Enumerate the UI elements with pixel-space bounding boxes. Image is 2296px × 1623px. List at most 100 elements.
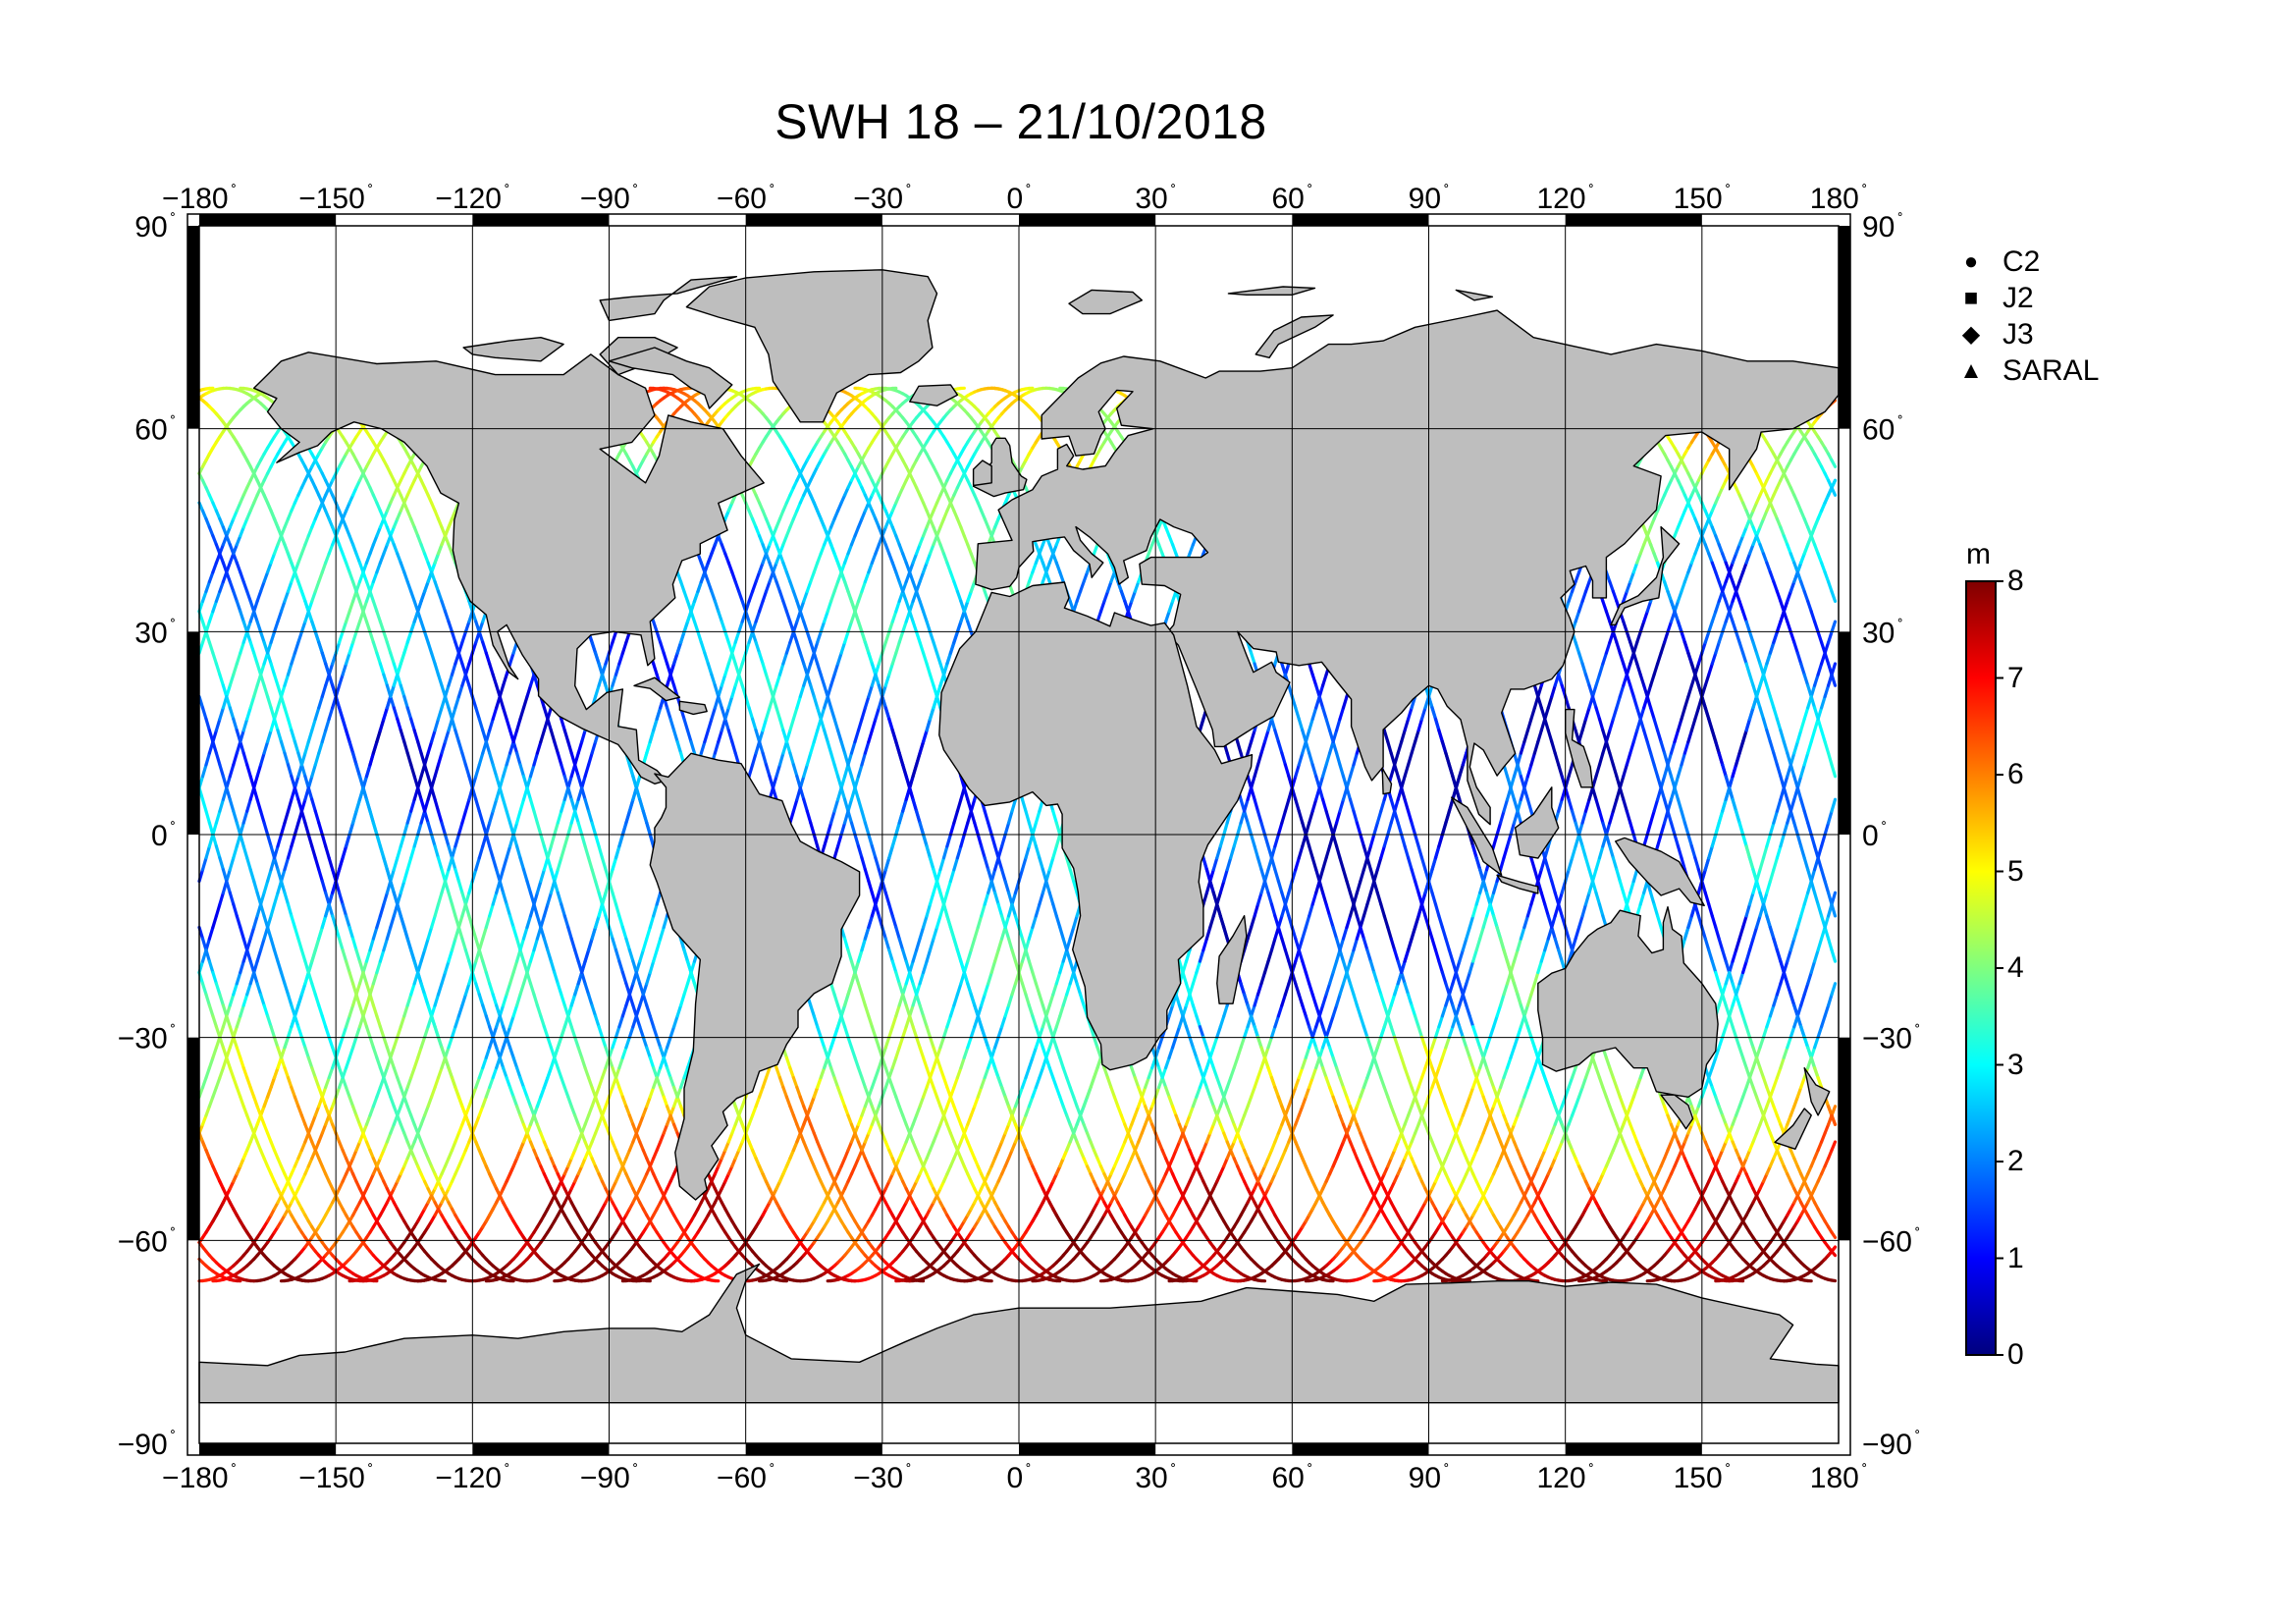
track-segment xyxy=(641,937,649,952)
track-segment xyxy=(532,937,540,952)
track-segment xyxy=(710,706,718,721)
track-segment xyxy=(894,640,901,655)
track-segment xyxy=(611,1035,618,1050)
track-segment xyxy=(828,673,836,687)
track-segment xyxy=(542,902,550,918)
track-segment xyxy=(846,620,854,634)
track-segment xyxy=(375,1085,382,1099)
track-segment xyxy=(447,673,454,687)
track-segment xyxy=(501,673,508,687)
track-segment xyxy=(528,948,536,963)
track-segment xyxy=(809,570,816,584)
track-segment xyxy=(747,763,755,779)
track-segment xyxy=(371,1095,379,1109)
track-segment xyxy=(678,993,686,1007)
track-segment xyxy=(894,1003,901,1018)
track-segment xyxy=(890,1014,898,1029)
track-segment xyxy=(405,809,413,825)
track-segment xyxy=(774,673,782,687)
track-segment xyxy=(832,844,840,860)
track-segment xyxy=(419,1113,427,1126)
track-segment xyxy=(426,925,434,941)
track-segment xyxy=(648,914,656,930)
track-segment xyxy=(454,1014,460,1029)
track-segment xyxy=(560,844,566,860)
track-segment xyxy=(883,1035,891,1050)
track-segment xyxy=(883,673,891,687)
track-segment xyxy=(645,925,652,941)
track-segment xyxy=(761,717,769,732)
track-segment xyxy=(371,925,379,941)
track-segment xyxy=(791,797,799,813)
track-segment xyxy=(802,763,809,779)
track-segment xyxy=(347,1003,355,1018)
track-segment xyxy=(375,914,382,930)
track-segment xyxy=(460,809,467,825)
track-segment xyxy=(505,844,512,860)
track-segment xyxy=(556,856,563,872)
track-segment xyxy=(409,797,416,813)
track-segment xyxy=(456,1003,464,1018)
track-segment xyxy=(874,706,881,721)
track-segment xyxy=(399,833,406,848)
track-segment xyxy=(870,1075,878,1090)
track-segment xyxy=(313,1105,321,1117)
track-segment xyxy=(750,751,758,767)
track-segment xyxy=(901,620,908,634)
track-segment xyxy=(430,729,437,744)
track-segment xyxy=(655,891,663,906)
track-segment xyxy=(805,579,813,594)
track-segment xyxy=(477,751,485,767)
track-segment xyxy=(723,662,730,676)
track-segment xyxy=(430,914,437,930)
track-segment xyxy=(484,1085,492,1099)
track-segment xyxy=(641,1105,649,1117)
track-segment xyxy=(620,640,628,655)
track-segment xyxy=(870,717,878,732)
track-segment xyxy=(757,561,765,574)
track-segment xyxy=(784,640,792,655)
track-segment xyxy=(897,629,905,644)
track-segment xyxy=(754,570,762,584)
track-segment xyxy=(832,662,840,676)
track-segment xyxy=(405,993,413,1007)
track-segment xyxy=(614,662,621,676)
track-segment xyxy=(514,993,522,1007)
track-segment xyxy=(566,821,573,837)
track-segment xyxy=(874,1065,881,1080)
track-segment xyxy=(597,1075,605,1090)
track-segment xyxy=(835,833,843,848)
track-segment xyxy=(423,1105,430,1117)
track-segment xyxy=(324,1075,331,1090)
track-segment xyxy=(747,1113,755,1126)
track-segment xyxy=(430,1085,437,1099)
track-segment xyxy=(842,629,850,644)
track-segment xyxy=(423,937,430,952)
track-segment xyxy=(450,662,457,676)
track-segment xyxy=(887,1025,894,1040)
track-segment xyxy=(402,1003,409,1018)
track-segment xyxy=(474,763,481,779)
track-segment xyxy=(675,1003,683,1018)
track-segment xyxy=(645,1095,652,1109)
track-segment xyxy=(546,891,554,906)
track-segment xyxy=(928,543,935,556)
track-segment xyxy=(809,739,816,755)
track-segment xyxy=(454,833,460,848)
track-segment xyxy=(463,797,471,813)
track-segment xyxy=(887,662,894,676)
track-segment xyxy=(450,1025,457,1040)
track-segment xyxy=(583,1113,591,1126)
track-segment xyxy=(819,543,827,556)
track-segment xyxy=(488,902,495,918)
track-segment xyxy=(812,561,820,574)
track-segment xyxy=(617,1014,625,1029)
track-segment xyxy=(436,1065,444,1080)
track-segment xyxy=(737,620,744,634)
track-segment xyxy=(720,673,727,687)
map-title: SWH 18 – 21/10/2018 xyxy=(774,94,1267,149)
track-segment xyxy=(757,1085,765,1099)
track-segment xyxy=(638,948,645,963)
track-segment xyxy=(867,561,875,574)
